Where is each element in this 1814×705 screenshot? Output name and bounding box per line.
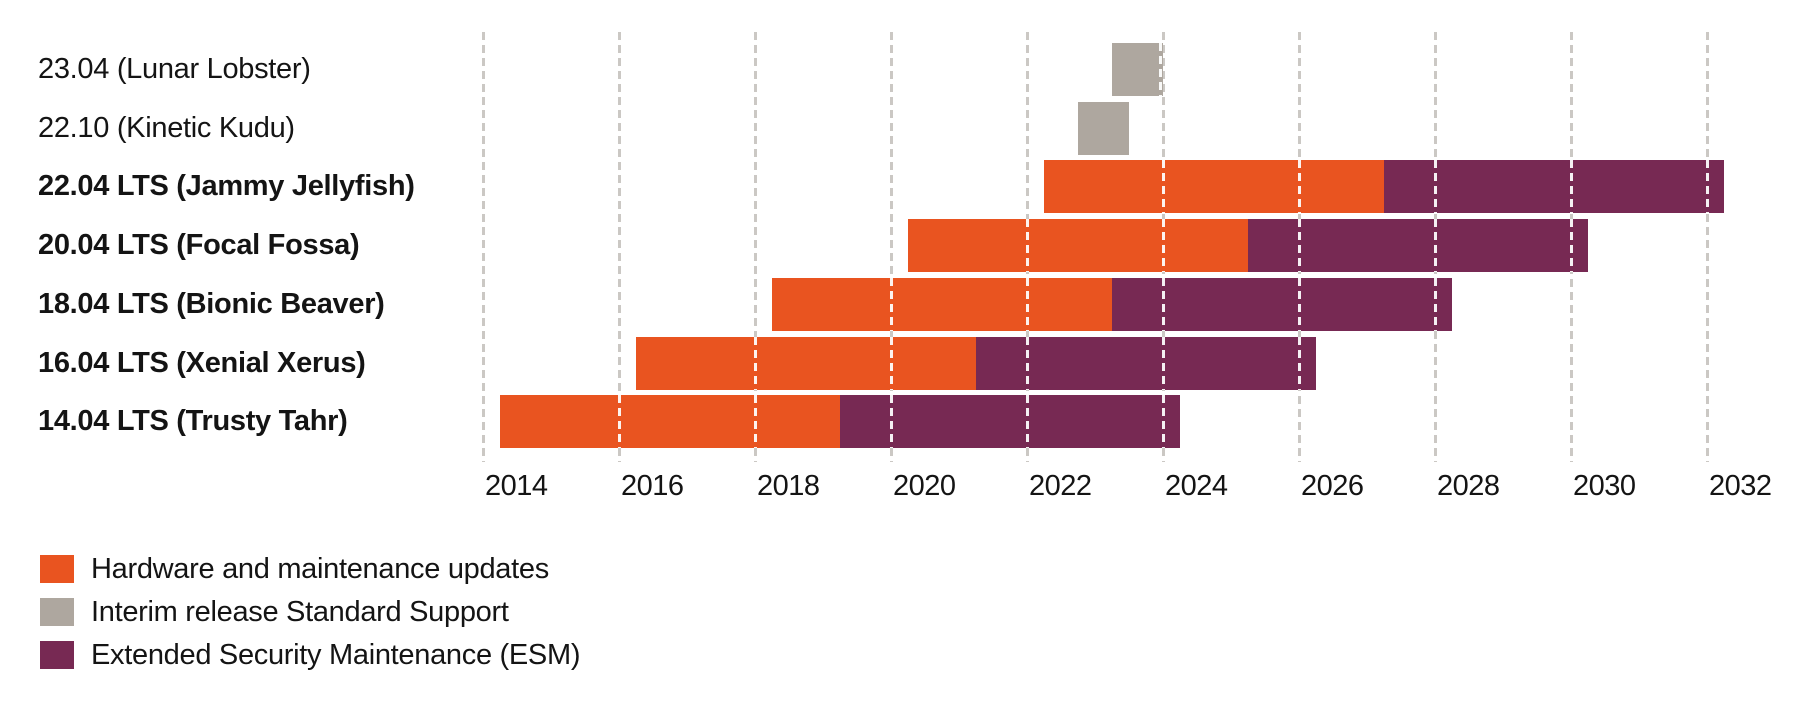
x-tick-label: 2026	[1301, 470, 1364, 502]
gridline-2018	[753, 32, 757, 462]
bar-year-mark	[753, 336, 757, 390]
x-tick-label: 2018	[757, 470, 820, 502]
bar-segment-hardware	[908, 219, 1248, 273]
row-label: 22.10 (Kinetic Kudu)	[38, 111, 295, 144]
bar-segment-esm	[1248, 219, 1588, 273]
bar-year-mark	[1159, 43, 1162, 96]
esm-swatch-icon	[40, 641, 74, 669]
bar-year-mark	[617, 395, 621, 449]
bar-year-mark	[889, 336, 893, 390]
legend-label: Extended Security Maintenance (ESM)	[91, 639, 581, 671]
bar-segment-hardware	[772, 277, 1112, 331]
bar-year-mark	[1025, 219, 1029, 273]
legend: Hardware and maintenance updates Interim…	[40, 553, 581, 671]
gridline-2016	[617, 32, 621, 462]
bar-year-mark	[1161, 336, 1165, 390]
bar-year-mark	[1297, 160, 1301, 214]
row-label: 18.04 LTS (Bionic Beaver)	[38, 287, 385, 320]
bar-year-mark	[889, 395, 893, 449]
bar-year-mark	[1297, 277, 1301, 331]
bar-year-mark	[1161, 277, 1165, 331]
bar-year-mark	[1569, 160, 1573, 214]
x-tick-label: 2030	[1573, 470, 1636, 502]
gridline-2020	[889, 32, 893, 462]
bar-segment-interim	[1112, 43, 1163, 96]
x-tick-label: 2014	[485, 470, 548, 502]
bar-year-mark	[1433, 219, 1437, 273]
bar-year-mark	[1705, 160, 1709, 214]
legend-item-hardware: Hardware and maintenance updates	[40, 553, 580, 585]
plot-area: 23.04 (Lunar Lobster) 22.10 (Kinetic Kudu…	[38, 32, 1772, 502]
x-tick-label: 2024	[1165, 470, 1228, 502]
bar-segment-hardware	[636, 336, 976, 390]
legend-label: Hardware and maintenance updates	[91, 553, 549, 585]
bar-year-mark	[1161, 395, 1165, 449]
bar-year-mark	[1297, 219, 1301, 273]
gridline-2014	[481, 32, 485, 462]
bar-year-mark	[753, 395, 757, 449]
bar-year-mark	[1433, 160, 1437, 214]
x-tick-label: 2028	[1437, 470, 1500, 502]
bar-year-mark	[1025, 277, 1029, 331]
bar-segment-esm	[840, 395, 1180, 449]
bar-segment-hardware	[500, 395, 840, 449]
gridline-2032	[1705, 32, 1709, 462]
x-tick-label: 2020	[893, 470, 956, 502]
interim-swatch-icon	[40, 598, 74, 626]
bar-segment-hardware	[1044, 160, 1384, 214]
bar-year-mark	[1161, 160, 1165, 214]
hardware-swatch-icon	[40, 555, 74, 583]
bar-segment-interim	[1078, 101, 1129, 155]
bar-year-mark	[1161, 219, 1165, 273]
bar-year-mark	[1433, 277, 1437, 331]
x-tick-label: 2022	[1029, 470, 1092, 502]
bar-year-mark	[889, 277, 893, 331]
legend-item-esm: Extended Security Maintenance (ESM)	[40, 639, 581, 671]
bar-segment-esm	[1112, 277, 1452, 331]
row-label: 14.04 LTS (Trusty Tahr)	[38, 405, 348, 438]
bar-year-mark	[1297, 336, 1301, 390]
bar-segment-esm	[976, 336, 1316, 390]
legend-item-interim: Interim release Standard Support	[40, 596, 580, 628]
row-label: 20.04 LTS (Focal Fossa)	[38, 229, 360, 262]
bar-year-mark	[1569, 219, 1573, 273]
row-label: 22.04 LTS (Jammy Jellyfish)	[38, 170, 415, 203]
x-tick-label: 2016	[621, 470, 684, 502]
x-tick-label: 2032	[1709, 470, 1772, 502]
row-label: 16.04 LTS (Xenial Xerus)	[38, 346, 366, 379]
bar-year-mark	[1025, 395, 1029, 449]
bar-segment-esm	[1384, 160, 1724, 214]
bar-year-mark	[1025, 336, 1029, 390]
row-label: 23.04 (Lunar Lobster)	[38, 53, 311, 85]
legend-label: Interim release Standard Support	[91, 596, 509, 628]
